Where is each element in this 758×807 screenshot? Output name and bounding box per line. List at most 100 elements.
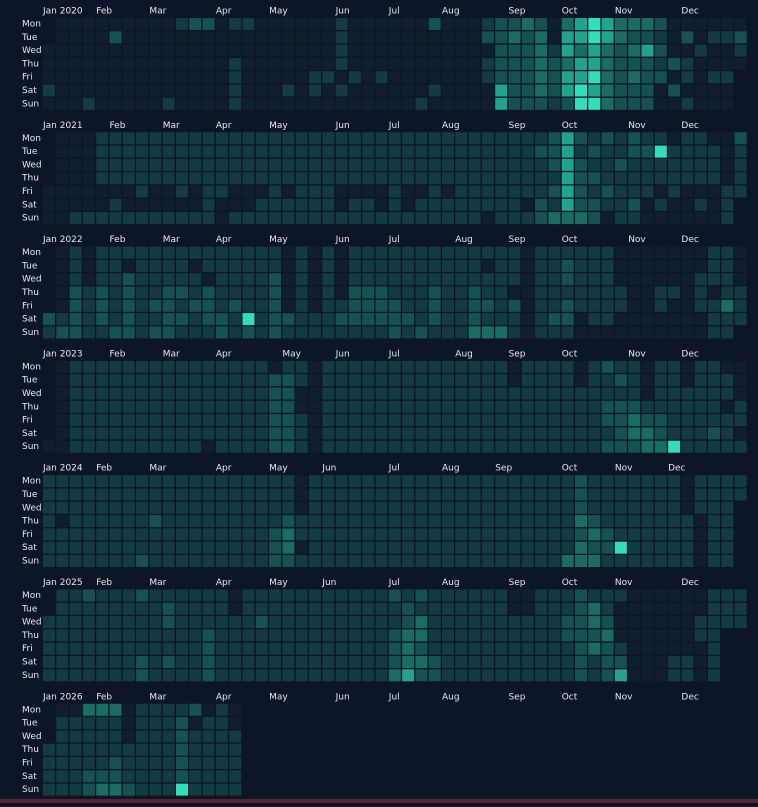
day-cell <box>362 326 375 339</box>
day-cell <box>82 212 95 225</box>
weekday-label: Tue <box>21 490 38 500</box>
day-cell <box>269 387 282 400</box>
day-cell <box>189 616 202 629</box>
day-cell <box>215 541 228 554</box>
day-cell <box>189 97 202 110</box>
day-cell <box>455 71 468 84</box>
day-cell <box>641 57 654 70</box>
day-cell <box>415 185 428 198</box>
day-cell <box>601 488 614 501</box>
day-cell <box>495 198 508 211</box>
day-cell <box>69 589 82 602</box>
day-cell <box>282 273 295 286</box>
day-cell <box>122 172 135 185</box>
day-cell <box>734 31 747 44</box>
day-cell <box>428 313 441 326</box>
day-cell <box>136 730 149 743</box>
day-cell <box>362 501 375 514</box>
day-cell <box>69 299 82 312</box>
day-cell <box>136 488 149 501</box>
day-cell <box>548 57 561 70</box>
day-cell <box>561 656 574 668</box>
day-cell <box>309 313 321 326</box>
day-cell <box>668 132 681 145</box>
day-cell <box>56 743 69 756</box>
day-cell <box>229 158 242 171</box>
day-cell <box>641 18 654 30</box>
day-cell <box>575 212 587 225</box>
day-cell <box>282 541 295 554</box>
day-cell <box>481 44 494 57</box>
day-cell <box>335 528 348 541</box>
day-cell <box>82 770 95 783</box>
day-cell <box>535 71 548 84</box>
day-cell <box>641 212 654 225</box>
day-cell <box>495 642 508 655</box>
day-cell <box>149 31 162 44</box>
day-cell <box>189 273 202 286</box>
day-cell <box>654 18 667 30</box>
day-cell <box>215 145 228 158</box>
day-cell <box>442 286 454 299</box>
day-cell <box>548 656 561 668</box>
month-label: Nov <box>615 464 633 474</box>
day-cell <box>335 145 348 158</box>
day-cell <box>388 541 401 554</box>
day-cell <box>575 669 587 682</box>
day-cell <box>495 360 508 373</box>
day-cell <box>56 259 69 272</box>
day-cell <box>335 299 348 312</box>
day-cell <box>43 326 55 339</box>
day-cell <box>189 212 202 225</box>
day-cell <box>282 387 295 400</box>
day-cell <box>122 360 135 373</box>
day-cell <box>388 656 401 668</box>
day-cell <box>628 326 641 339</box>
day-cell <box>388 212 401 225</box>
day-cell <box>442 185 454 198</box>
day-cell <box>428 414 441 427</box>
day-cell <box>149 286 162 299</box>
day-cell <box>521 427 534 440</box>
day-cell <box>455 172 468 185</box>
day-cell <box>375 501 388 514</box>
day-cell <box>362 589 375 602</box>
day-cell <box>96 97 109 110</box>
day-cell <box>468 158 481 171</box>
day-cell <box>481 541 494 554</box>
day-cell <box>282 212 295 225</box>
day-cell <box>96 18 109 30</box>
day-cell <box>149 172 162 185</box>
day-cell <box>255 299 268 312</box>
day-cell <box>415 488 428 501</box>
day-cell <box>601 212 614 225</box>
day-cell <box>295 501 308 514</box>
day-cell <box>415 132 428 145</box>
day-cell <box>455 313 468 326</box>
day-cell <box>428 501 441 514</box>
day-cell <box>694 286 707 299</box>
day-cell <box>495 589 508 602</box>
day-cell <box>495 616 508 629</box>
day-cell <box>734 616 747 629</box>
day-cell <box>189 541 202 554</box>
day-cell <box>189 299 202 312</box>
day-cell <box>109 273 122 286</box>
day-cell <box>628 629 641 642</box>
day-cell <box>335 440 348 453</box>
day-cell <box>455 475 468 488</box>
day-cell <box>654 656 667 668</box>
day-cell <box>149 374 162 387</box>
day-cell <box>202 132 215 145</box>
day-cell <box>481 198 494 211</box>
day-cell <box>521 555 534 567</box>
day-cell <box>561 602 574 615</box>
day-cell <box>229 589 242 602</box>
day-cell <box>136 703 149 716</box>
day-cell <box>122 555 135 567</box>
day-cell <box>189 326 202 339</box>
day-cell <box>109 212 122 225</box>
day-cell <box>508 185 521 198</box>
day-cell <box>375 172 388 185</box>
day-cell <box>96 360 109 373</box>
